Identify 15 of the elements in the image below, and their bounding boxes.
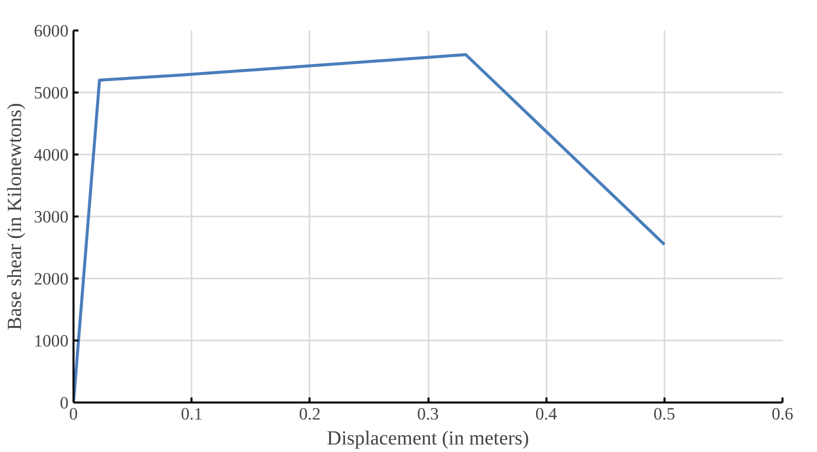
y-axis-title: Base shear (in Kilonewtons) [4,102,26,330]
y-tick-label: 3000 [34,208,68,226]
x-tick-label: 0.3 [417,404,439,424]
line-series [74,53,666,402]
y-tick-label: 4000 [34,146,68,164]
y-tick-label: 5000 [34,84,68,102]
y-tick-label: 6000 [34,22,68,40]
x-tick-label: 0.1 [180,404,203,424]
x-tick-label: 0.2 [299,404,321,424]
x-tick-label: 0.5 [654,404,676,424]
x-axis-title: Displacement (in meters) [326,428,530,450]
y-tick-label: 1000 [34,332,68,350]
y-tick-label: 2000 [34,270,68,288]
x-tick-label: 0.6 [772,404,794,424]
x-tick-label: 0.4 [535,404,558,424]
